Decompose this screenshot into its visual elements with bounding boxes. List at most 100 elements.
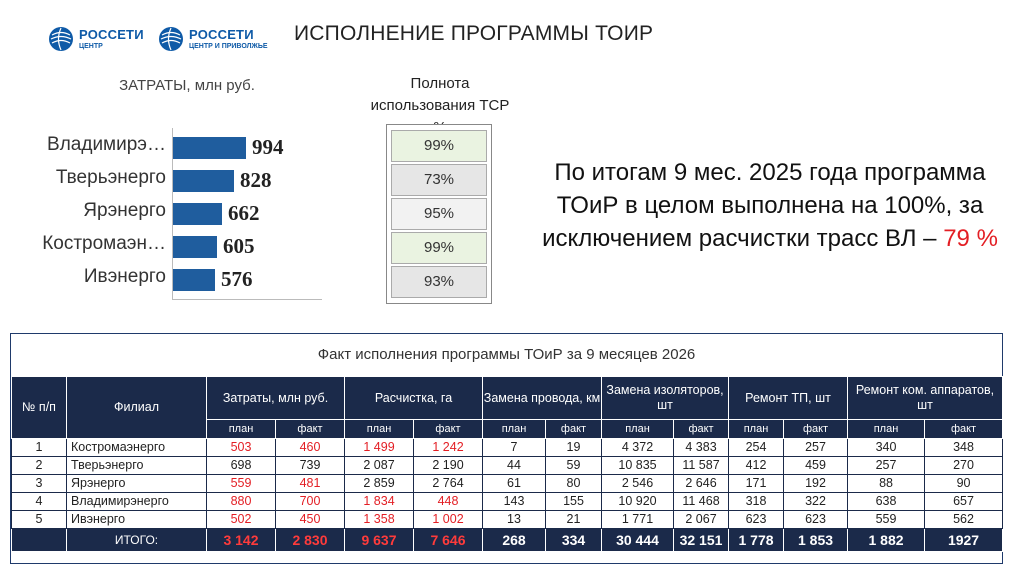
bar — [173, 203, 222, 225]
cell-value: 623 — [728, 510, 785, 529]
cell-total-value: 2 830 — [275, 528, 345, 552]
cell-no: 1 — [11, 438, 67, 457]
bar — [173, 137, 246, 159]
header-group: Расчистка, га — [344, 376, 483, 420]
cell-value: 739 — [275, 456, 345, 475]
logo-sub: ЦЕНТР — [79, 43, 103, 50]
cell-value: 348 — [924, 438, 1004, 457]
cell-no: 3 — [11, 474, 67, 493]
cell-branch: Владимирэнерго — [66, 492, 207, 511]
cell-value: 1 499 — [344, 438, 414, 457]
cell-branch: Ярэнерго — [66, 474, 207, 493]
summary-text: По итогам 9 мес. 2025 года программа ТОи… — [525, 156, 1015, 255]
cell-value: 1 358 — [344, 510, 414, 529]
header-plan: план — [847, 419, 926, 439]
cell-value: 44 — [482, 456, 546, 475]
cell-branch: Костромаэнерго — [66, 438, 207, 457]
chart-axis — [172, 128, 173, 300]
header-fact: факт — [413, 419, 483, 439]
cell-value: 21 — [544, 510, 603, 529]
cell-value: 623 — [783, 510, 849, 529]
cell-total-value: 334 — [544, 528, 603, 552]
bar — [173, 170, 234, 192]
cell-total-value: 7 646 — [413, 528, 483, 552]
cell-value: 559 — [847, 510, 926, 529]
table-row: 4 Владимирэнерго 880 700 1 834 448 143 155 10 92… — [11, 492, 1004, 511]
cell-value: 90 — [924, 474, 1004, 493]
completeness-cell: 93% — [391, 266, 487, 298]
bar-value-label: 662 — [228, 201, 260, 225]
cell-branch: Тверьэнерго — [66, 456, 207, 475]
cell-value: 1 002 — [413, 510, 483, 529]
cell-total-value: 1927 — [924, 528, 1004, 552]
cell-value: 2 546 — [601, 474, 675, 493]
cell-value: 171 — [728, 474, 785, 493]
cell-value: 562 — [924, 510, 1004, 529]
bar-label: Ивэнерго — [83, 266, 166, 287]
cell-value: 698 — [206, 456, 276, 475]
cell-value: 2 067 — [673, 510, 730, 529]
table-row: 2 Тверьэнерго 698 739 2 087 2 190 44 59 10 835 11… — [11, 456, 1004, 475]
header-fact: факт — [924, 419, 1004, 439]
cell-value: 880 — [206, 492, 276, 511]
cell-value: 448 — [413, 492, 483, 511]
logo-sub: ЦЕНТР И ПРИВОЛЖЬЕ — [189, 43, 268, 50]
header-group: Замена изоляторов, шт — [601, 376, 730, 420]
cell-branch: Ивэнерго — [66, 510, 207, 529]
logo-name: РОССЕТИ — [79, 27, 144, 42]
header-group: Ремонт ком. аппаратов, шт — [847, 376, 1004, 420]
header-plan: план — [206, 419, 276, 439]
globe-icon — [159, 27, 183, 51]
header-plan: план — [482, 419, 546, 439]
cell-value: 4 383 — [673, 438, 730, 457]
summary-body: По итогам 9 мес. 2025 года программа ТОи… — [542, 159, 986, 252]
cell-value: 2 190 — [413, 456, 483, 475]
completeness-cell: 95% — [391, 198, 487, 230]
cell-value: 257 — [847, 456, 926, 475]
cell-value: 657 — [924, 492, 1004, 511]
cell-value: 322 — [783, 492, 849, 511]
header-group: Затраты, млн руб. — [206, 376, 345, 420]
cell-value: 503 — [206, 438, 276, 457]
logo-name: РОССЕТИ — [189, 27, 254, 42]
cell-value: 4 372 — [601, 438, 675, 457]
header-fact: факт — [544, 419, 603, 439]
cell-value: 700 — [275, 492, 345, 511]
table-row: 5 Ивэнерго 502 450 1 358 1 002 13 21 1 771 2 067 6… — [11, 510, 1004, 529]
cell-total-label: ИТОГО: — [66, 528, 207, 552]
cell-no: 5 — [11, 510, 67, 529]
bar-value-label: 828 — [240, 168, 272, 192]
cell-value: 10 920 — [601, 492, 675, 511]
completeness-cell: 73% — [391, 164, 487, 196]
cell-value: 270 — [924, 456, 1004, 475]
cell-value: 2 859 — [344, 474, 414, 493]
cell-total-value: 32 151 — [673, 528, 730, 552]
table-row: 3 Ярэнерго 559 481 2 859 2 764 61 80 2 546 2 646 1… — [11, 474, 1004, 493]
header-fact: факт — [275, 419, 345, 439]
cell-value: 11 587 — [673, 456, 730, 475]
cell-total-value: 268 — [482, 528, 546, 552]
cell-value: 13 — [482, 510, 546, 529]
rosseti-cip-logo: РОССЕТИ ЦЕНТР И ПРИВОЛЖЬЕ — [158, 26, 268, 52]
cell-value: 2 087 — [344, 456, 414, 475]
table-caption: Факт исполнения программы ТОиР за 9 меся… — [317, 346, 696, 363]
cell-value: 460 — [275, 438, 345, 457]
cell-value: 459 — [783, 456, 849, 475]
header-fact: факт — [673, 419, 730, 439]
globe-icon — [49, 27, 73, 51]
summary-highlight: 79 % — [943, 225, 998, 252]
cell-value: 481 — [275, 474, 345, 493]
cell-value: 340 — [847, 438, 926, 457]
header-plan: план — [344, 419, 414, 439]
cell-total-value: 9 637 — [344, 528, 414, 552]
bar-value-label: 605 — [223, 234, 255, 258]
results-table: Факт исполнения программы ТОиР за 9 меся… — [10, 333, 1004, 564]
cell-value: 19 — [544, 438, 603, 457]
completeness-cell: 99% — [391, 232, 487, 264]
bar-label: Тверьэнерго — [55, 167, 166, 188]
chart-title: ЗАТРАТЫ, млн руб. — [119, 77, 255, 94]
completeness-box: 99% 73% 95% 99% 93% — [386, 124, 492, 304]
table-row: 1 Костромаэнерго 503 460 1 499 1 242 7 19 4 372 4… — [11, 438, 1004, 457]
cell-value: 61 — [482, 474, 546, 493]
cell-value: 80 — [544, 474, 603, 493]
